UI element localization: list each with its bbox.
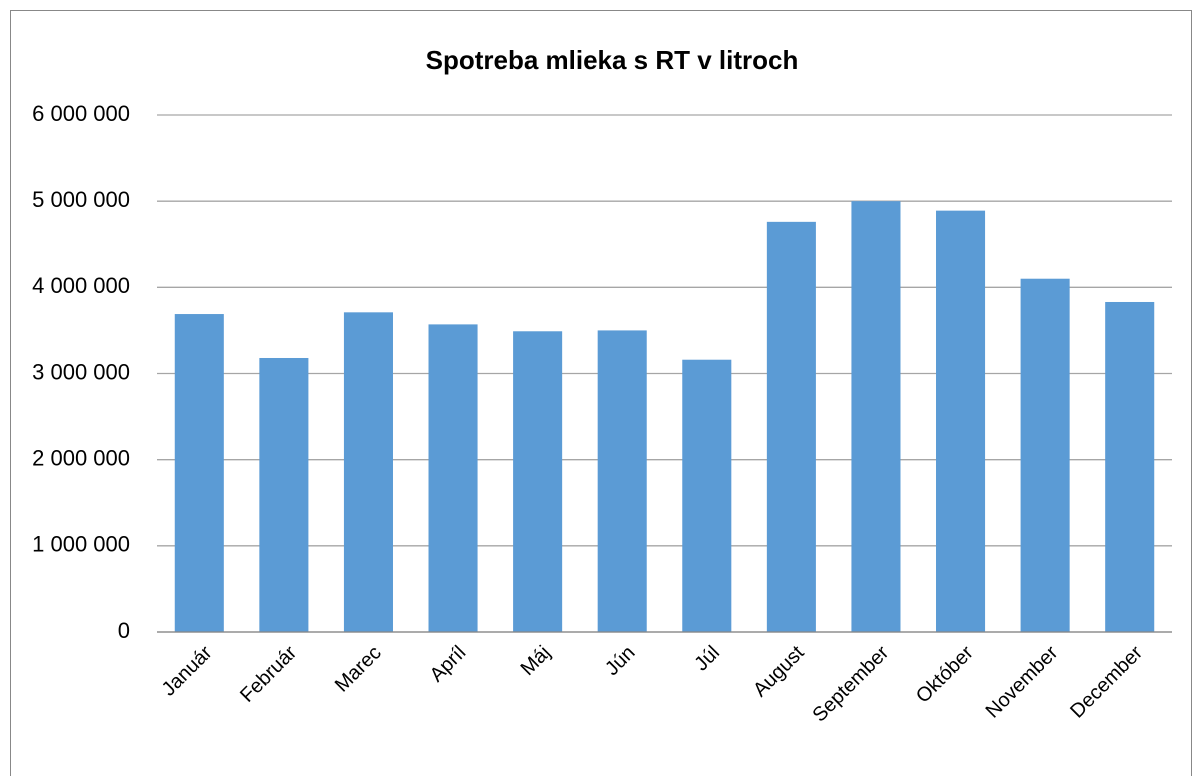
bar: [597, 330, 647, 632]
y-tick-label: 4 000 000: [32, 273, 130, 298]
x-tick-label: Júl: [690, 642, 724, 676]
y-tick-label: 6 000 000: [32, 101, 130, 126]
x-tick-label: Máj: [517, 642, 555, 680]
bar: [851, 201, 901, 632]
bar: [343, 312, 393, 632]
y-tick-label: 5 000 000: [32, 187, 130, 212]
chart-title: Spotreba mlieka s RT v litroch: [426, 45, 799, 75]
x-tick-label: August: [749, 641, 809, 701]
x-tick-label: Január: [158, 641, 217, 700]
x-tick-label: Október: [912, 641, 978, 707]
x-tick-label: Apríl: [426, 642, 471, 687]
bar: [1020, 278, 1070, 632]
bar: [1105, 301, 1155, 632]
bar: [259, 357, 309, 632]
y-tick-label: 1 000 000: [32, 532, 130, 557]
chart-frame: [10, 10, 1192, 776]
bar: [174, 314, 224, 632]
bar: [682, 359, 732, 632]
bar: [766, 221, 816, 632]
x-tick-label: November: [982, 641, 1063, 722]
bar: [936, 210, 986, 632]
x-tick-label: Marec: [331, 642, 386, 697]
x-tick-label: September: [808, 641, 893, 726]
bar: [428, 324, 478, 632]
x-tick-label: Február: [236, 641, 301, 706]
y-tick-label: 3 000 000: [32, 359, 130, 384]
y-tick-label: 2 000 000: [32, 445, 130, 470]
y-tick-label: 0: [118, 618, 130, 643]
x-tick-label: December: [1066, 641, 1147, 722]
x-tick-label: Jún: [601, 642, 639, 680]
bar: [513, 331, 563, 632]
